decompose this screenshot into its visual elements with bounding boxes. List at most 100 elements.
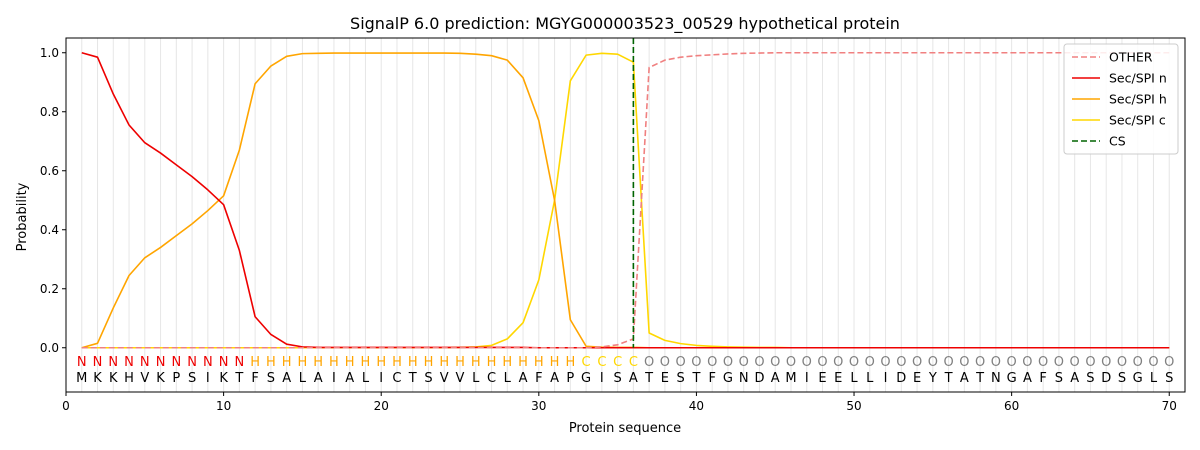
region-label: O [786, 355, 796, 370]
residue-label: G [1007, 371, 1017, 386]
region-label: N [93, 355, 103, 370]
region-label: H [361, 355, 371, 370]
residue-label: I [600, 371, 604, 386]
legend-box [1063, 43, 1179, 155]
region-label: O [660, 355, 670, 370]
region-label: H [313, 355, 323, 370]
region-label: H [534, 355, 544, 370]
region-label: N [171, 355, 181, 370]
region-label: N [203, 355, 213, 370]
legend-label: CS [1109, 134, 1126, 149]
residue-label: L [472, 371, 480, 386]
residue-label: M [76, 371, 87, 386]
residue-label: E [818, 371, 826, 386]
sequence-labels: NMNKNKNHNVNKNPNSNINKNTHFHSHAHLHAHIHAHLHI… [76, 355, 1174, 386]
region-label: N [219, 355, 229, 370]
residue-label: N [739, 371, 749, 386]
region-label: C [582, 355, 591, 370]
residue-label: I [332, 371, 336, 386]
region-label: H [250, 355, 260, 370]
residue-label: I [206, 371, 210, 386]
region-label: O [975, 355, 985, 370]
residue-label: P [172, 371, 180, 386]
residue-label: T [644, 371, 653, 386]
legend-label: Sec/SPI n [1109, 71, 1167, 86]
region-label: O [912, 355, 922, 370]
region-label: N [187, 355, 197, 370]
region-label: O [739, 355, 749, 370]
residue-label: G [581, 371, 591, 386]
region-label: O [707, 355, 717, 370]
axes-frame [65, 37, 1186, 393]
region-label: O [691, 355, 701, 370]
residue-label: L [866, 371, 874, 386]
residue-label: K [219, 371, 228, 386]
region-label: H [345, 355, 355, 370]
region-label: H [392, 355, 402, 370]
residue-label: E [661, 371, 669, 386]
region-label: O [880, 355, 890, 370]
residue-label: I [379, 371, 383, 386]
region-label: O [833, 355, 843, 370]
y-tick-label: 0.6 [40, 164, 59, 178]
residue-label: E [834, 371, 842, 386]
region-label: H [424, 355, 434, 370]
region-label: O [991, 355, 1001, 370]
residue-label: P [566, 371, 574, 386]
region-label: O [723, 355, 733, 370]
region-label: O [1117, 355, 1127, 370]
region-label: C [613, 355, 622, 370]
residue-label: A [771, 371, 780, 386]
residue-label: T [408, 371, 417, 386]
legend-label: Sec/SPI h [1109, 92, 1167, 107]
y-tick-label: 0.8 [40, 105, 59, 119]
region-label: H [471, 355, 481, 370]
region-label: O [676, 355, 686, 370]
residue-label: D [754, 371, 764, 386]
x-tick-label: 0 [62, 399, 70, 413]
residue-label: L [1150, 371, 1158, 386]
residue-label: A [1023, 371, 1032, 386]
region-label: O [1038, 355, 1048, 370]
region-label: N [124, 355, 134, 370]
region-label: H [298, 355, 308, 370]
residue-label: L [299, 371, 307, 386]
x-tick-label: 50 [846, 399, 861, 413]
y-tick-label: 0.0 [40, 341, 59, 355]
region-label: C [597, 355, 606, 370]
region-label: O [849, 355, 859, 370]
residue-label: S [1055, 371, 1063, 386]
residue-label: T [691, 371, 700, 386]
residue-label: K [109, 371, 118, 386]
region-label: O [959, 355, 969, 370]
residue-label: C [487, 371, 496, 386]
residue-label: A [345, 371, 354, 386]
region-label: O [943, 355, 953, 370]
residue-label: S [1165, 371, 1173, 386]
residue-label: G [1133, 371, 1143, 386]
residue-label: D [1101, 371, 1111, 386]
residue-label: S [424, 371, 432, 386]
residue-label: L [362, 371, 370, 386]
region-label: O [1164, 355, 1174, 370]
region-label: H [376, 355, 386, 370]
residue-label: S [1086, 371, 1094, 386]
residue-label: A [550, 371, 559, 386]
region-label: N [140, 355, 150, 370]
region-label: N [234, 355, 244, 370]
residue-label: F [251, 371, 258, 386]
region-label: H [502, 355, 512, 370]
series-line-other [81, 51, 1170, 349]
residue-label: K [156, 371, 165, 386]
region-label: O [1101, 355, 1111, 370]
legend: OTHER Sec/SPI n Sec/SPI h Sec/SPI c CS [1063, 43, 1179, 155]
chart-title: SignalP 6.0 prediction: MGYG000003523_00… [350, 14, 900, 34]
residue-label: S [677, 371, 685, 386]
region-label: H [408, 355, 418, 370]
region-label: O [770, 355, 780, 370]
x-tick-label: 20 [374, 399, 389, 413]
region-label: H [565, 355, 575, 370]
residue-label: A [629, 371, 638, 386]
x-tick-label: 10 [216, 399, 231, 413]
